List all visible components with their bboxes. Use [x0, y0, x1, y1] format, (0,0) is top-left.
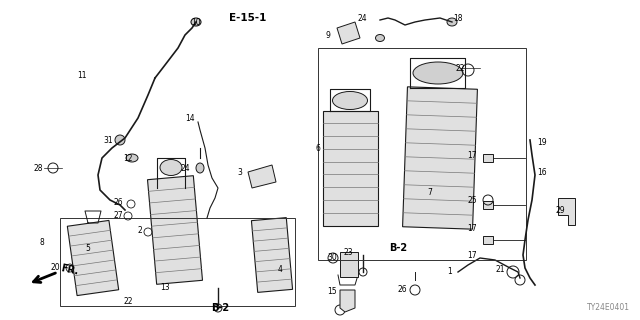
- Text: 1: 1: [447, 268, 452, 276]
- Text: 11: 11: [77, 70, 87, 79]
- Ellipse shape: [191, 18, 201, 26]
- Text: 24: 24: [180, 164, 190, 172]
- Ellipse shape: [126, 154, 138, 162]
- Bar: [483, 154, 493, 162]
- Bar: [318, 48, 526, 260]
- Text: 6: 6: [316, 143, 321, 153]
- Text: 10: 10: [191, 18, 201, 27]
- Text: 17: 17: [467, 223, 477, 233]
- Polygon shape: [340, 290, 355, 312]
- Text: 16: 16: [537, 167, 547, 177]
- Text: 22: 22: [124, 298, 132, 307]
- Text: E-15-1: E-15-1: [229, 13, 267, 23]
- Ellipse shape: [160, 159, 182, 175]
- Polygon shape: [558, 198, 575, 225]
- Polygon shape: [403, 87, 477, 229]
- Text: 2: 2: [138, 226, 142, 235]
- Text: 17: 17: [467, 150, 477, 159]
- Text: B-2: B-2: [211, 303, 229, 313]
- Text: 17: 17: [467, 251, 477, 260]
- Ellipse shape: [333, 92, 367, 109]
- Text: 4: 4: [278, 266, 282, 275]
- Ellipse shape: [376, 35, 385, 42]
- Text: TY24E0401: TY24E0401: [587, 303, 630, 312]
- Bar: [483, 236, 493, 244]
- Ellipse shape: [447, 18, 457, 26]
- Text: 18: 18: [453, 13, 463, 22]
- Text: 12: 12: [124, 154, 132, 163]
- Polygon shape: [67, 220, 118, 296]
- Text: 22: 22: [455, 63, 465, 73]
- Circle shape: [115, 135, 125, 145]
- Text: 24: 24: [357, 13, 367, 22]
- Ellipse shape: [343, 31, 353, 39]
- Text: 25: 25: [467, 196, 477, 204]
- Text: 15: 15: [327, 287, 337, 297]
- Polygon shape: [248, 165, 276, 188]
- Text: 29: 29: [555, 205, 565, 214]
- Polygon shape: [252, 218, 292, 292]
- Text: 28: 28: [33, 164, 43, 172]
- Ellipse shape: [255, 173, 269, 183]
- Bar: [60, 218, 295, 306]
- Text: 8: 8: [40, 237, 44, 246]
- Text: 31: 31: [103, 135, 113, 145]
- Text: 13: 13: [160, 284, 170, 292]
- Text: 21: 21: [495, 266, 505, 275]
- Text: 7: 7: [428, 188, 433, 196]
- Polygon shape: [147, 176, 202, 284]
- Text: FR.: FR.: [60, 263, 80, 277]
- Bar: [340, 252, 358, 277]
- Text: B-2: B-2: [389, 243, 407, 253]
- Polygon shape: [337, 22, 360, 44]
- Polygon shape: [323, 110, 378, 226]
- Text: 19: 19: [537, 138, 547, 147]
- Bar: [483, 201, 493, 209]
- Text: 30: 30: [327, 253, 337, 262]
- Text: 26: 26: [397, 285, 407, 294]
- Text: 5: 5: [86, 244, 90, 252]
- Text: 26: 26: [113, 197, 123, 206]
- Text: 14: 14: [185, 114, 195, 123]
- Text: 27: 27: [113, 211, 123, 220]
- Text: 23: 23: [343, 247, 353, 257]
- Text: 9: 9: [326, 30, 330, 39]
- Text: 3: 3: [237, 167, 243, 177]
- Ellipse shape: [196, 163, 204, 173]
- Ellipse shape: [413, 62, 463, 84]
- Text: 20: 20: [50, 263, 60, 273]
